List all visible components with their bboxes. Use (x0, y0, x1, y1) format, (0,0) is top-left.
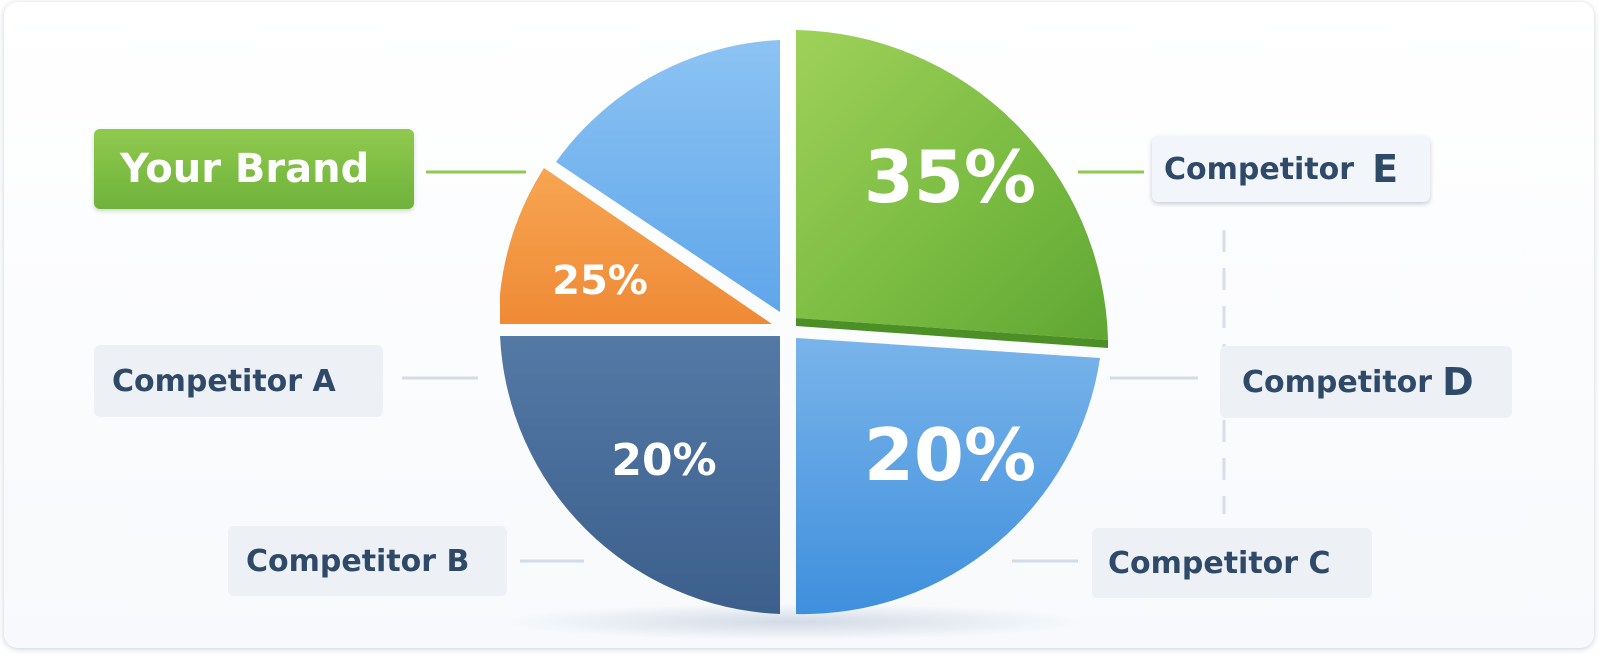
pie-slice-competitor-e[interactable] (796, 30, 1108, 340)
legend-competitor-d: Competitor D (1220, 346, 1512, 418)
pie-shadow (504, 604, 1084, 640)
legend-competitor-b-text: Competitor B (246, 543, 470, 579)
pie-slice-competitor-a[interactable] (500, 168, 772, 324)
legend-competitor-a-text: Competitor A (112, 363, 336, 399)
pie-slice-competitor-c[interactable] (796, 338, 1100, 615)
value-label-20-c: 20% (864, 413, 1036, 497)
legend-your-brand: Your Brand (94, 129, 414, 209)
chart-card: 35% 25% 20% 20% Your Brand Competitor A … (4, 2, 1594, 648)
legend-competitor-e: Competitor E (1152, 136, 1430, 202)
legend-competitor-b: Competitor B (228, 526, 507, 596)
legend-your-brand-text: Your Brand (120, 146, 370, 192)
value-label-20-b: 20% (611, 435, 716, 486)
legend-competitor-a: Competitor A (94, 345, 383, 417)
legend-competitor-c-text: Competitor C (1108, 545, 1331, 581)
value-label-35: 35% (864, 135, 1036, 219)
pie-chart: 35% 25% 20% 20% (402, 30, 1226, 640)
legend-competitor-c: Competitor C (1092, 528, 1372, 598)
pie-slice-e-bevel (796, 318, 1108, 348)
pie-slice-competitor-b[interactable] (500, 336, 780, 614)
legend-competitor-e-text: Competitor (1164, 151, 1355, 187)
legend-competitor-d-text: Competitor (1242, 364, 1433, 400)
legend-competitor-e-letter: E (1372, 147, 1399, 191)
legend-competitor-d-letter: D (1442, 360, 1474, 404)
pie-slice-your-brand[interactable] (556, 40, 780, 312)
value-label-25: 25% (552, 258, 648, 304)
